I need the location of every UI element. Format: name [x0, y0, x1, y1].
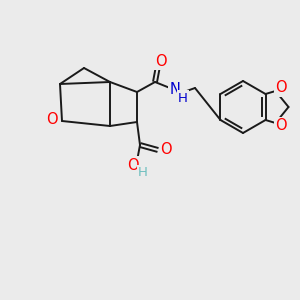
Text: H: H: [178, 92, 188, 104]
Text: O: O: [46, 112, 58, 127]
Text: O: O: [160, 142, 172, 158]
Text: H: H: [138, 167, 148, 179]
Text: O: O: [127, 158, 139, 172]
Text: O: O: [275, 80, 286, 95]
Text: O: O: [275, 118, 286, 134]
Text: N: N: [169, 82, 180, 98]
Text: O: O: [155, 53, 167, 68]
